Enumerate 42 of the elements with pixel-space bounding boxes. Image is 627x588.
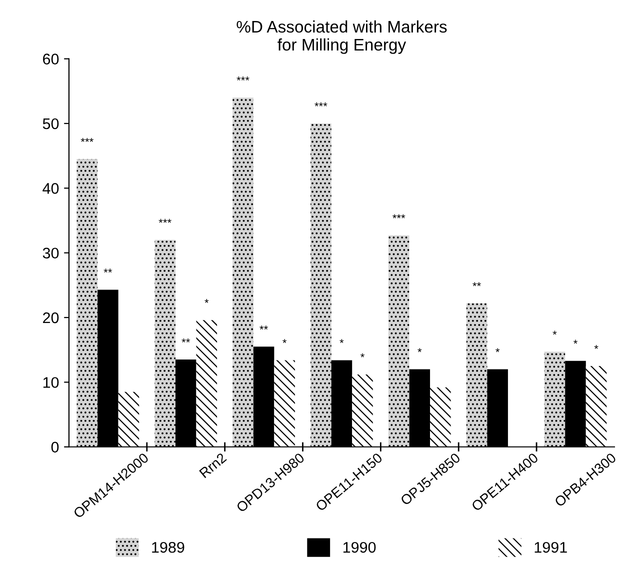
y-tick-label: 0 [51,442,59,453]
bar [196,320,218,447]
bar [352,374,373,447]
legend-label: 1990 [343,542,376,553]
data-label: * [418,348,422,352]
data-label: * [204,299,209,303]
chart-title: %D Associated with Markers for Milling Energy [236,20,447,54]
data-label: ** [260,326,268,330]
y-tick-label: 10 [43,377,59,388]
bar [430,387,451,447]
y-tick-label: 60 [43,54,59,64]
data-label: * [282,339,287,344]
data-label: *** [314,102,328,106]
data-label: * [552,330,557,335]
data-label: *** [158,218,172,223]
data-label: ** [104,268,112,273]
legend-label: 1991 [534,542,567,553]
bar [466,303,488,447]
data-label: *** [236,76,250,80]
bar [388,235,410,447]
y-tick-label: 20 [43,312,59,324]
data-label: * [594,344,598,349]
bar [544,352,566,447]
y-tick-label: 30 [42,248,59,259]
data-label: * [360,353,364,358]
data-label: * [340,339,344,344]
y-tick-label: 50 [42,118,59,130]
data-label: *** [392,214,406,218]
bar [76,159,98,447]
legend-label: 1989 [152,542,184,553]
bar [232,98,254,447]
y-tick-label: 40 [42,183,59,194]
data-label: * [496,348,500,352]
data-label: ** [472,282,481,286]
bar [310,123,332,447]
data-label: * [574,340,578,344]
data-label: ** [182,338,190,342]
bar [274,360,295,447]
bar [586,366,607,447]
data-label: *** [80,138,94,142]
bar [154,240,176,447]
bar [118,392,140,447]
